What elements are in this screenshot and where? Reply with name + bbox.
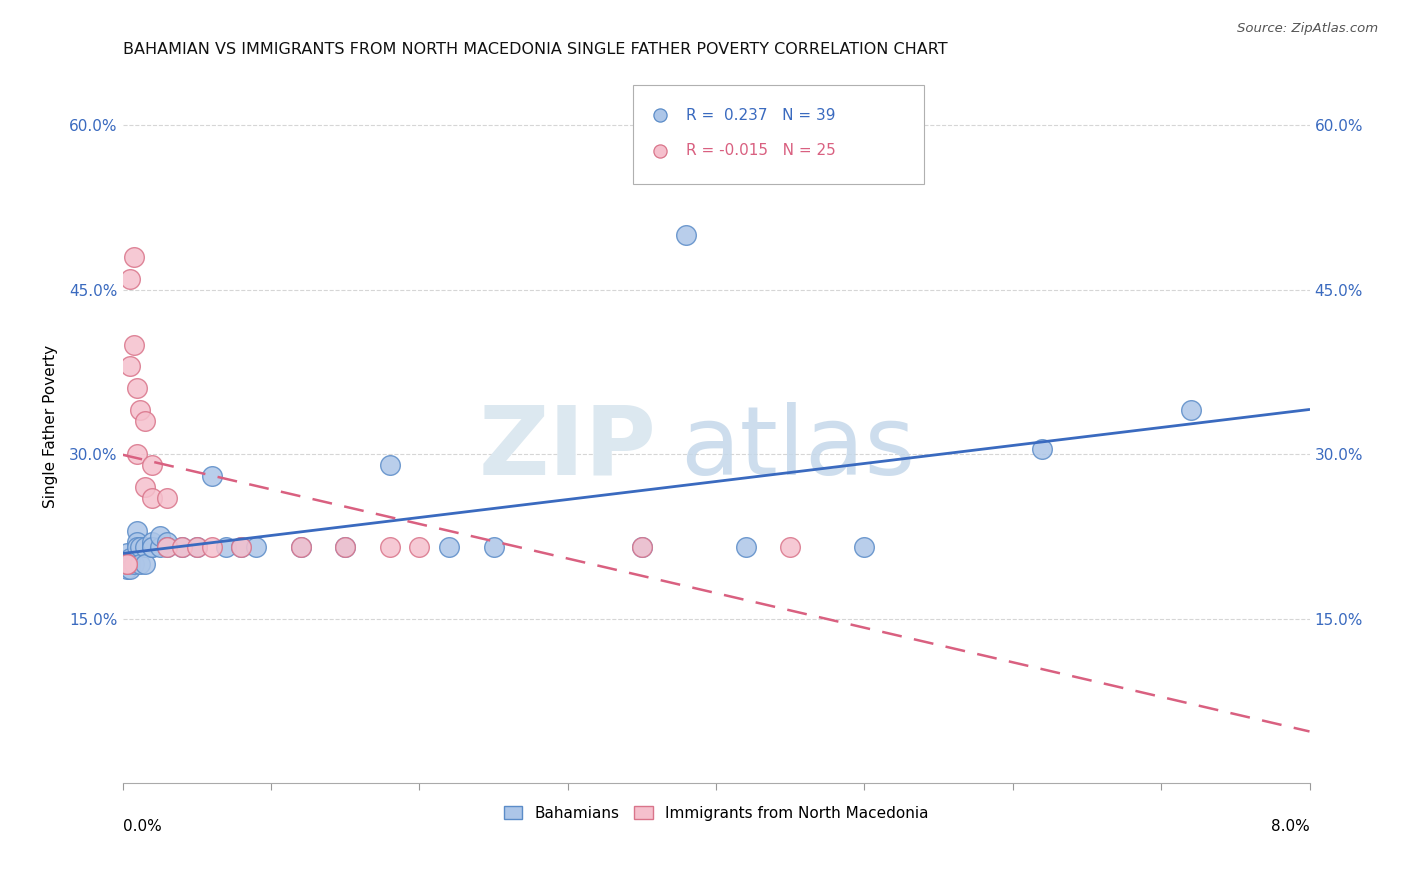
Legend: Bahamians, Immigrants from North Macedonia: Bahamians, Immigrants from North Macedon… — [498, 799, 935, 827]
Point — [156, 534, 179, 549]
Point — [156, 541, 179, 555]
Point — [186, 541, 208, 555]
Point — [134, 557, 156, 571]
Point — [245, 541, 267, 555]
Text: BAHAMIAN VS IMMIGRANTS FROM NORTH MACEDONIA SINGLE FATHER POVERTY CORRELATION CH: BAHAMIAN VS IMMIGRANTS FROM NORTH MACEDO… — [122, 42, 948, 57]
Point — [201, 541, 224, 555]
Point — [215, 541, 238, 555]
Point — [118, 557, 141, 571]
Point — [141, 534, 163, 549]
Point — [124, 250, 146, 264]
Point — [141, 491, 163, 505]
Point — [124, 337, 146, 351]
Point — [149, 529, 172, 543]
FancyBboxPatch shape — [633, 85, 924, 185]
Text: 0.0%: 0.0% — [122, 819, 162, 834]
Point — [134, 541, 156, 555]
Point — [408, 541, 430, 555]
Point — [129, 557, 152, 571]
Point — [675, 227, 697, 242]
Point — [1180, 403, 1202, 417]
Point — [141, 541, 163, 555]
Text: atlas: atlas — [681, 401, 915, 495]
Point — [734, 541, 756, 555]
Point — [333, 541, 356, 555]
Point — [437, 541, 460, 555]
Point — [631, 541, 654, 555]
Point — [134, 480, 156, 494]
Point — [156, 541, 179, 555]
Point — [127, 381, 149, 395]
Point — [115, 557, 138, 571]
Point — [231, 541, 253, 555]
Point — [231, 541, 253, 555]
Point — [115, 557, 138, 571]
Point — [118, 359, 141, 374]
Point — [170, 541, 193, 555]
Point — [333, 541, 356, 555]
Point — [149, 541, 172, 555]
Point — [118, 271, 141, 285]
Point — [631, 541, 654, 555]
Point — [779, 541, 801, 555]
Point — [170, 541, 193, 555]
Point — [378, 458, 401, 472]
Point — [124, 557, 146, 571]
Point — [127, 524, 149, 538]
Point — [115, 546, 138, 560]
Point — [186, 541, 208, 555]
Point — [853, 541, 876, 555]
Text: R =  0.237   N = 39: R = 0.237 N = 39 — [686, 108, 837, 123]
Point — [134, 414, 156, 428]
Point — [290, 541, 312, 555]
Point — [1031, 442, 1053, 456]
Y-axis label: Single Father Poverty: Single Father Poverty — [44, 345, 58, 508]
Point — [378, 541, 401, 555]
Point — [115, 562, 138, 576]
Text: R = -0.015   N = 25: R = -0.015 N = 25 — [686, 144, 837, 159]
Text: 8.0%: 8.0% — [1271, 819, 1309, 834]
Point — [118, 562, 141, 576]
Point — [115, 557, 138, 571]
Point — [141, 541, 163, 555]
Point — [129, 541, 152, 555]
Point — [201, 469, 224, 483]
Point — [118, 557, 141, 571]
Text: Source: ZipAtlas.com: Source: ZipAtlas.com — [1237, 22, 1378, 36]
Point — [127, 447, 149, 461]
Point — [156, 491, 179, 505]
Point — [290, 541, 312, 555]
Point — [482, 541, 505, 555]
Point — [141, 458, 163, 472]
Point — [129, 403, 152, 417]
Point — [118, 551, 141, 566]
Point — [127, 541, 149, 555]
Point — [127, 534, 149, 549]
Text: ZIP: ZIP — [479, 401, 657, 495]
